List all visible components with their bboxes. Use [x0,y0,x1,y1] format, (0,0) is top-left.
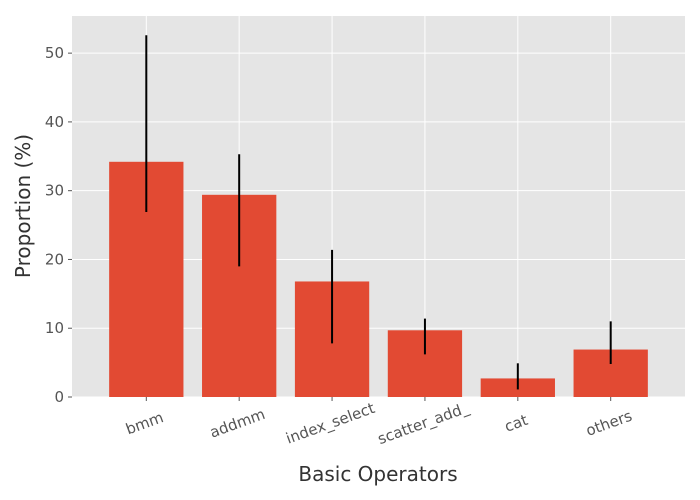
x-tick-label-3: scatter_add_ [375,398,472,449]
y-tick-label-5: 50 [45,44,64,62]
x-tick-label-5: others [583,407,634,440]
x-tick-label-0: bmm [123,408,166,438]
error-bars [145,35,612,390]
x-axis-label: Basic Operators [298,462,457,486]
y-tick-label-1: 10 [45,319,64,337]
bars [109,161,648,397]
y-tick-label-4: 40 [45,113,64,131]
y-tick-label-0: 0 [54,388,64,406]
y-axis-label: Proportion (%) [11,134,35,278]
y-tick-label-3: 30 [45,182,64,200]
y-axis-ticks: 0 10 20 30 40 50 [45,44,72,406]
y-tick-label-2: 20 [45,250,64,268]
x-tick-label-2: index_select [284,399,378,449]
x-tick-label-1: addmm [207,405,267,442]
x-tick-label-4: cat [502,411,530,436]
